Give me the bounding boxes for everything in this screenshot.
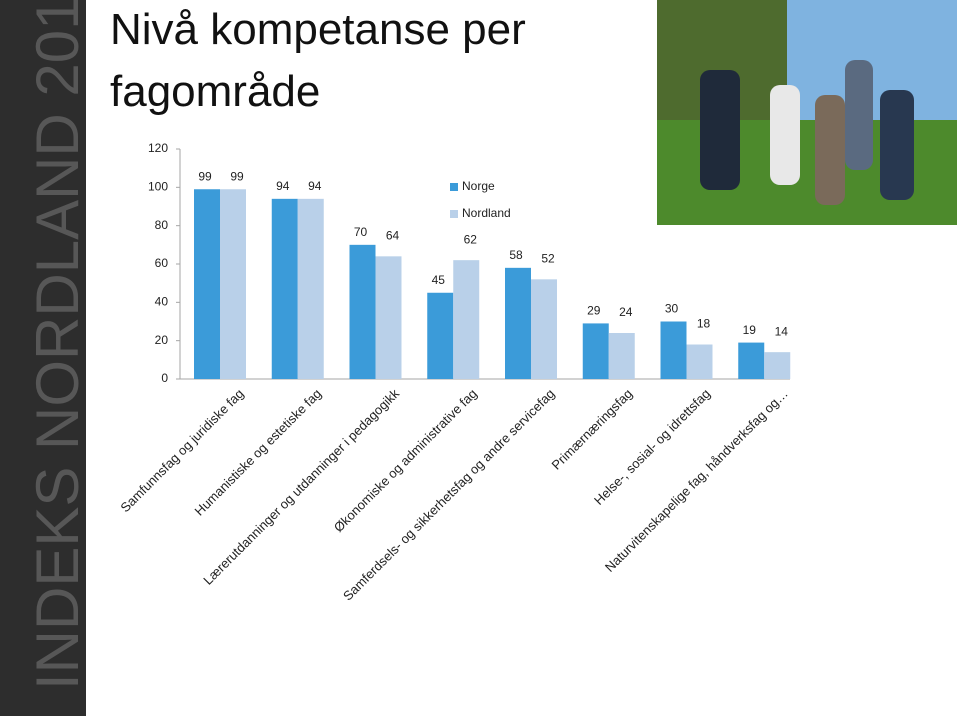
sidebar-text: INDEKS NORDLAND 2013	[24, 0, 91, 690]
legend-swatch	[450, 210, 458, 218]
value-label: 24	[619, 305, 633, 319]
photo-person	[770, 85, 800, 185]
bar	[608, 333, 635, 379]
value-label: 94	[308, 179, 322, 193]
value-label: 45	[432, 273, 446, 287]
y-tick-label: 120	[148, 141, 168, 155]
bar	[349, 244, 376, 379]
value-label: 30	[665, 302, 679, 316]
chart-title: Nivå kompetanse per fagområde	[110, 5, 526, 116]
y-tick-label: 40	[155, 295, 169, 309]
x-tick-label: Primærnæringsfag	[549, 386, 636, 473]
x-tick-label: Naturvitenskapelige fag, håndverksfag og…	[602, 386, 791, 575]
y-tick-label: 100	[148, 180, 168, 194]
value-label: 99	[230, 169, 244, 183]
bar	[582, 323, 609, 379]
value-label: 58	[509, 248, 523, 262]
bar	[531, 279, 557, 379]
photo-person	[880, 90, 914, 200]
photo-person	[815, 95, 845, 205]
value-label: 62	[464, 232, 478, 246]
value-label: 70	[354, 225, 368, 239]
legend-swatch	[450, 183, 458, 191]
bar	[660, 321, 687, 379]
value-label: 14	[775, 324, 789, 338]
value-label: 52	[541, 252, 555, 266]
y-tick-label: 60	[155, 256, 169, 270]
legend-label: Nordland	[462, 206, 511, 220]
bar	[194, 189, 220, 379]
value-label: 94	[276, 179, 290, 193]
bar	[764, 352, 791, 379]
bar	[453, 260, 480, 379]
x-tick-label: Samfunnsfag og juridiske fag	[117, 386, 246, 515]
photo-person	[845, 60, 873, 170]
value-label: 19	[743, 323, 757, 337]
bar	[297, 198, 324, 379]
photo-person	[700, 70, 740, 190]
bar	[505, 267, 531, 379]
bar	[738, 342, 765, 379]
y-tick-label: 20	[155, 333, 169, 347]
y-tick-label: 80	[155, 218, 169, 232]
x-tick-label: Økonomiske og administrative fag	[331, 386, 480, 535]
value-label: 99	[198, 169, 212, 183]
x-tick-label: Humanistiske og estetiske fag	[192, 386, 325, 519]
bar	[427, 292, 454, 379]
bar	[375, 256, 402, 379]
value-label: 64	[386, 229, 400, 243]
value-label: 29	[587, 304, 601, 318]
value-label: 18	[697, 317, 711, 331]
bar	[271, 198, 298, 379]
legend-label: Norge	[462, 179, 495, 193]
photo	[657, 0, 957, 225]
bar	[686, 344, 713, 379]
y-tick-label: 0	[161, 371, 168, 385]
sidebar	[0, 0, 86, 716]
bar	[220, 189, 246, 379]
